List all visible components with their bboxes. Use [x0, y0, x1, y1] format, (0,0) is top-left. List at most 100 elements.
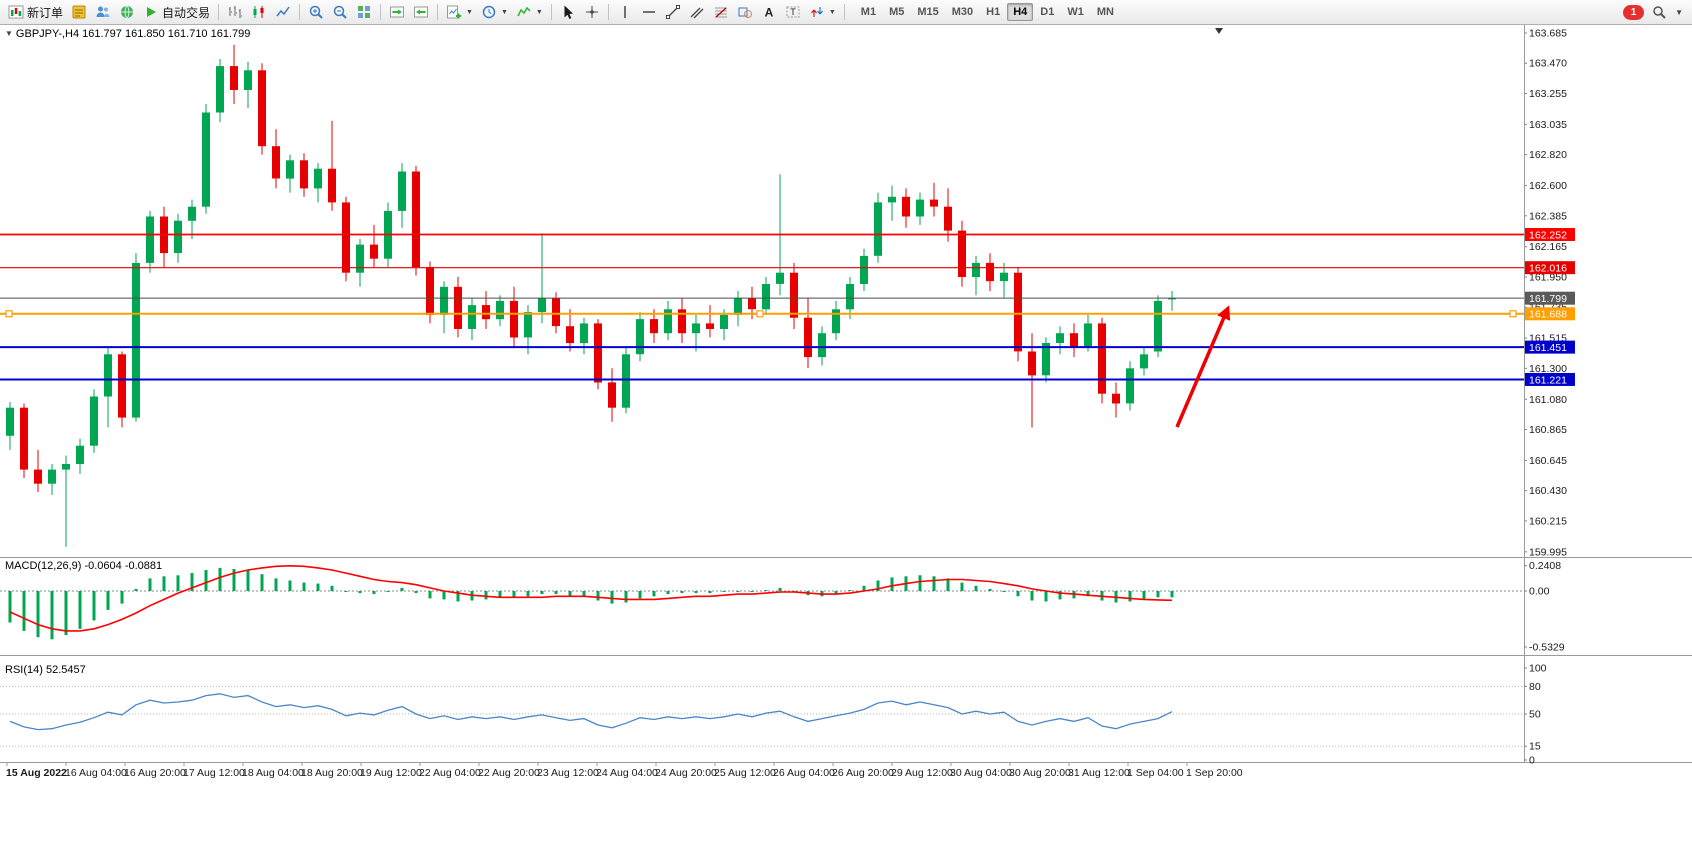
chart-shift-icon [413, 4, 429, 20]
candle [888, 196, 896, 203]
timeframe-d1-button[interactable]: D1 [1040, 6, 1055, 18]
trendline-button[interactable] [661, 1, 685, 23]
market-button[interactable] [115, 1, 139, 23]
candle [34, 469, 42, 484]
arrows-button[interactable]: ▼ [805, 1, 840, 23]
line-chart-button[interactable] [271, 1, 295, 23]
candle [132, 262, 140, 418]
fibonacci-button[interactable] [709, 1, 733, 23]
candle [1070, 333, 1078, 348]
chart-shift-marker-icon[interactable] [1215, 28, 1223, 34]
autotrading-button[interactable]: 自动交易 [139, 1, 214, 23]
line-handle[interactable] [5, 310, 13, 318]
timeframe-h1-button[interactable]: H1 [986, 6, 1001, 18]
bar-chart-button[interactable] [223, 1, 247, 23]
svg-text:22 Aug 20:00: 22 Aug 20:00 [478, 767, 540, 779]
ohlc-collapse-icon[interactable]: ▼ [5, 29, 13, 38]
timeframe-m30-button[interactable]: M30 [951, 6, 974, 18]
chevron-down-icon[interactable]: ▼ [500, 8, 508, 16]
candle [454, 286, 462, 329]
candle [860, 255, 868, 284]
candle [818, 333, 826, 358]
candle [804, 317, 812, 358]
clock-icon [481, 4, 497, 20]
tile-windows-button[interactable] [352, 1, 376, 23]
depth-icon [71, 4, 87, 20]
svg-text:160.865: 160.865 [1529, 424, 1567, 436]
line-handle[interactable] [1509, 310, 1517, 318]
toolbar-separator [843, 4, 845, 20]
candle [930, 199, 938, 207]
linechart-icon [275, 4, 291, 20]
svg-text:160.215: 160.215 [1529, 515, 1567, 527]
community-button[interactable] [91, 1, 115, 23]
chevron-down-icon[interactable]: ▼ [828, 8, 836, 16]
candle [1112, 393, 1120, 404]
timeframe-mn-button[interactable]: MN [1096, 6, 1114, 18]
candle [1042, 343, 1050, 376]
candle [188, 206, 196, 221]
timeframe-m15-button[interactable]: M15 [917, 6, 939, 18]
candle [972, 262, 980, 277]
candle [286, 160, 294, 179]
svg-text:15: 15 [1529, 741, 1541, 753]
candle [580, 323, 588, 344]
profiles-button[interactable]: ▼ [477, 1, 512, 23]
svg-text:16 Aug 04:00: 16 Aug 04:00 [65, 767, 127, 779]
zoom-in-button[interactable] [304, 1, 328, 23]
toolbar-overflow-chevron-icon[interactable]: ▼ [1675, 7, 1683, 17]
horizontal-line-button[interactable] [637, 1, 661, 23]
svg-text:161.950: 161.950 [1529, 271, 1567, 283]
price-chart-canvas[interactable]: 163.685 163.470 163.255 163.035 162.820 162.6… [0, 25, 1692, 846]
candle [552, 298, 560, 327]
timeframe-m5-button[interactable]: M5 [889, 6, 905, 18]
macd-histogram [8, 567, 1174, 640]
svg-text:163.470: 163.470 [1529, 58, 1567, 70]
svg-text:25 Aug 12:00: 25 Aug 12:00 [714, 767, 776, 779]
market-depth-button[interactable] [67, 1, 91, 23]
notification-badge[interactable]: 1 [1623, 4, 1645, 20]
zoom-out-button[interactable] [328, 1, 352, 23]
candlestick-chart-button[interactable] [247, 1, 271, 23]
equidistant-channel-button[interactable] [685, 1, 709, 23]
toolbar-separator [550, 4, 552, 20]
crosshair-button[interactable] [580, 1, 604, 23]
svg-text:163.685: 163.685 [1529, 28, 1567, 40]
svg-text:161.688: 161.688 [1529, 309, 1567, 321]
new-order-button[interactable]: 新订单 [4, 1, 67, 23]
svg-text:160.645: 160.645 [1529, 455, 1567, 467]
candle [230, 66, 238, 90]
text-label-button[interactable]: T [781, 1, 805, 23]
text-button[interactable]: A [757, 1, 781, 23]
trend-arrow[interactable] [1175, 305, 1231, 428]
candle [720, 314, 728, 329]
search-icon[interactable] [1651, 4, 1667, 20]
cursor-button[interactable] [556, 1, 580, 23]
chevron-down-icon[interactable]: ▼ [535, 8, 543, 16]
svg-text:163.255: 163.255 [1529, 88, 1567, 100]
candle [1098, 323, 1106, 394]
candle [566, 326, 574, 344]
candle [300, 160, 308, 189]
timeframe-w1-button[interactable]: W1 [1067, 6, 1084, 18]
chevron-down-icon[interactable]: ▼ [466, 8, 473, 16]
svg-text:161.451: 161.451 [1529, 342, 1567, 354]
shapes-button[interactable] [733, 1, 757, 23]
auto-scroll-button[interactable] [385, 1, 409, 23]
candle [328, 168, 336, 203]
candle [76, 445, 84, 464]
arrows-icon [809, 4, 825, 20]
candle [468, 305, 476, 329]
timeframe-m1-button[interactable]: M1 [860, 6, 877, 18]
new-chart-button[interactable]: ▼ [442, 1, 477, 23]
rsi-line [9, 693, 1173, 731]
chart-ohlc-header: ▼ GBPJPY-,H4 161.797 161.850 161.710 161… [5, 28, 250, 40]
chart-shift-button[interactable] [409, 1, 433, 23]
indicators-button[interactable]: ▼ [512, 1, 547, 23]
vline-icon [617, 4, 633, 20]
globe-icon [119, 4, 135, 20]
vertical-line-button[interactable] [613, 1, 637, 23]
line-handle[interactable] [756, 310, 764, 318]
timeframe-h4-button[interactable]: H4 [1007, 3, 1034, 21]
